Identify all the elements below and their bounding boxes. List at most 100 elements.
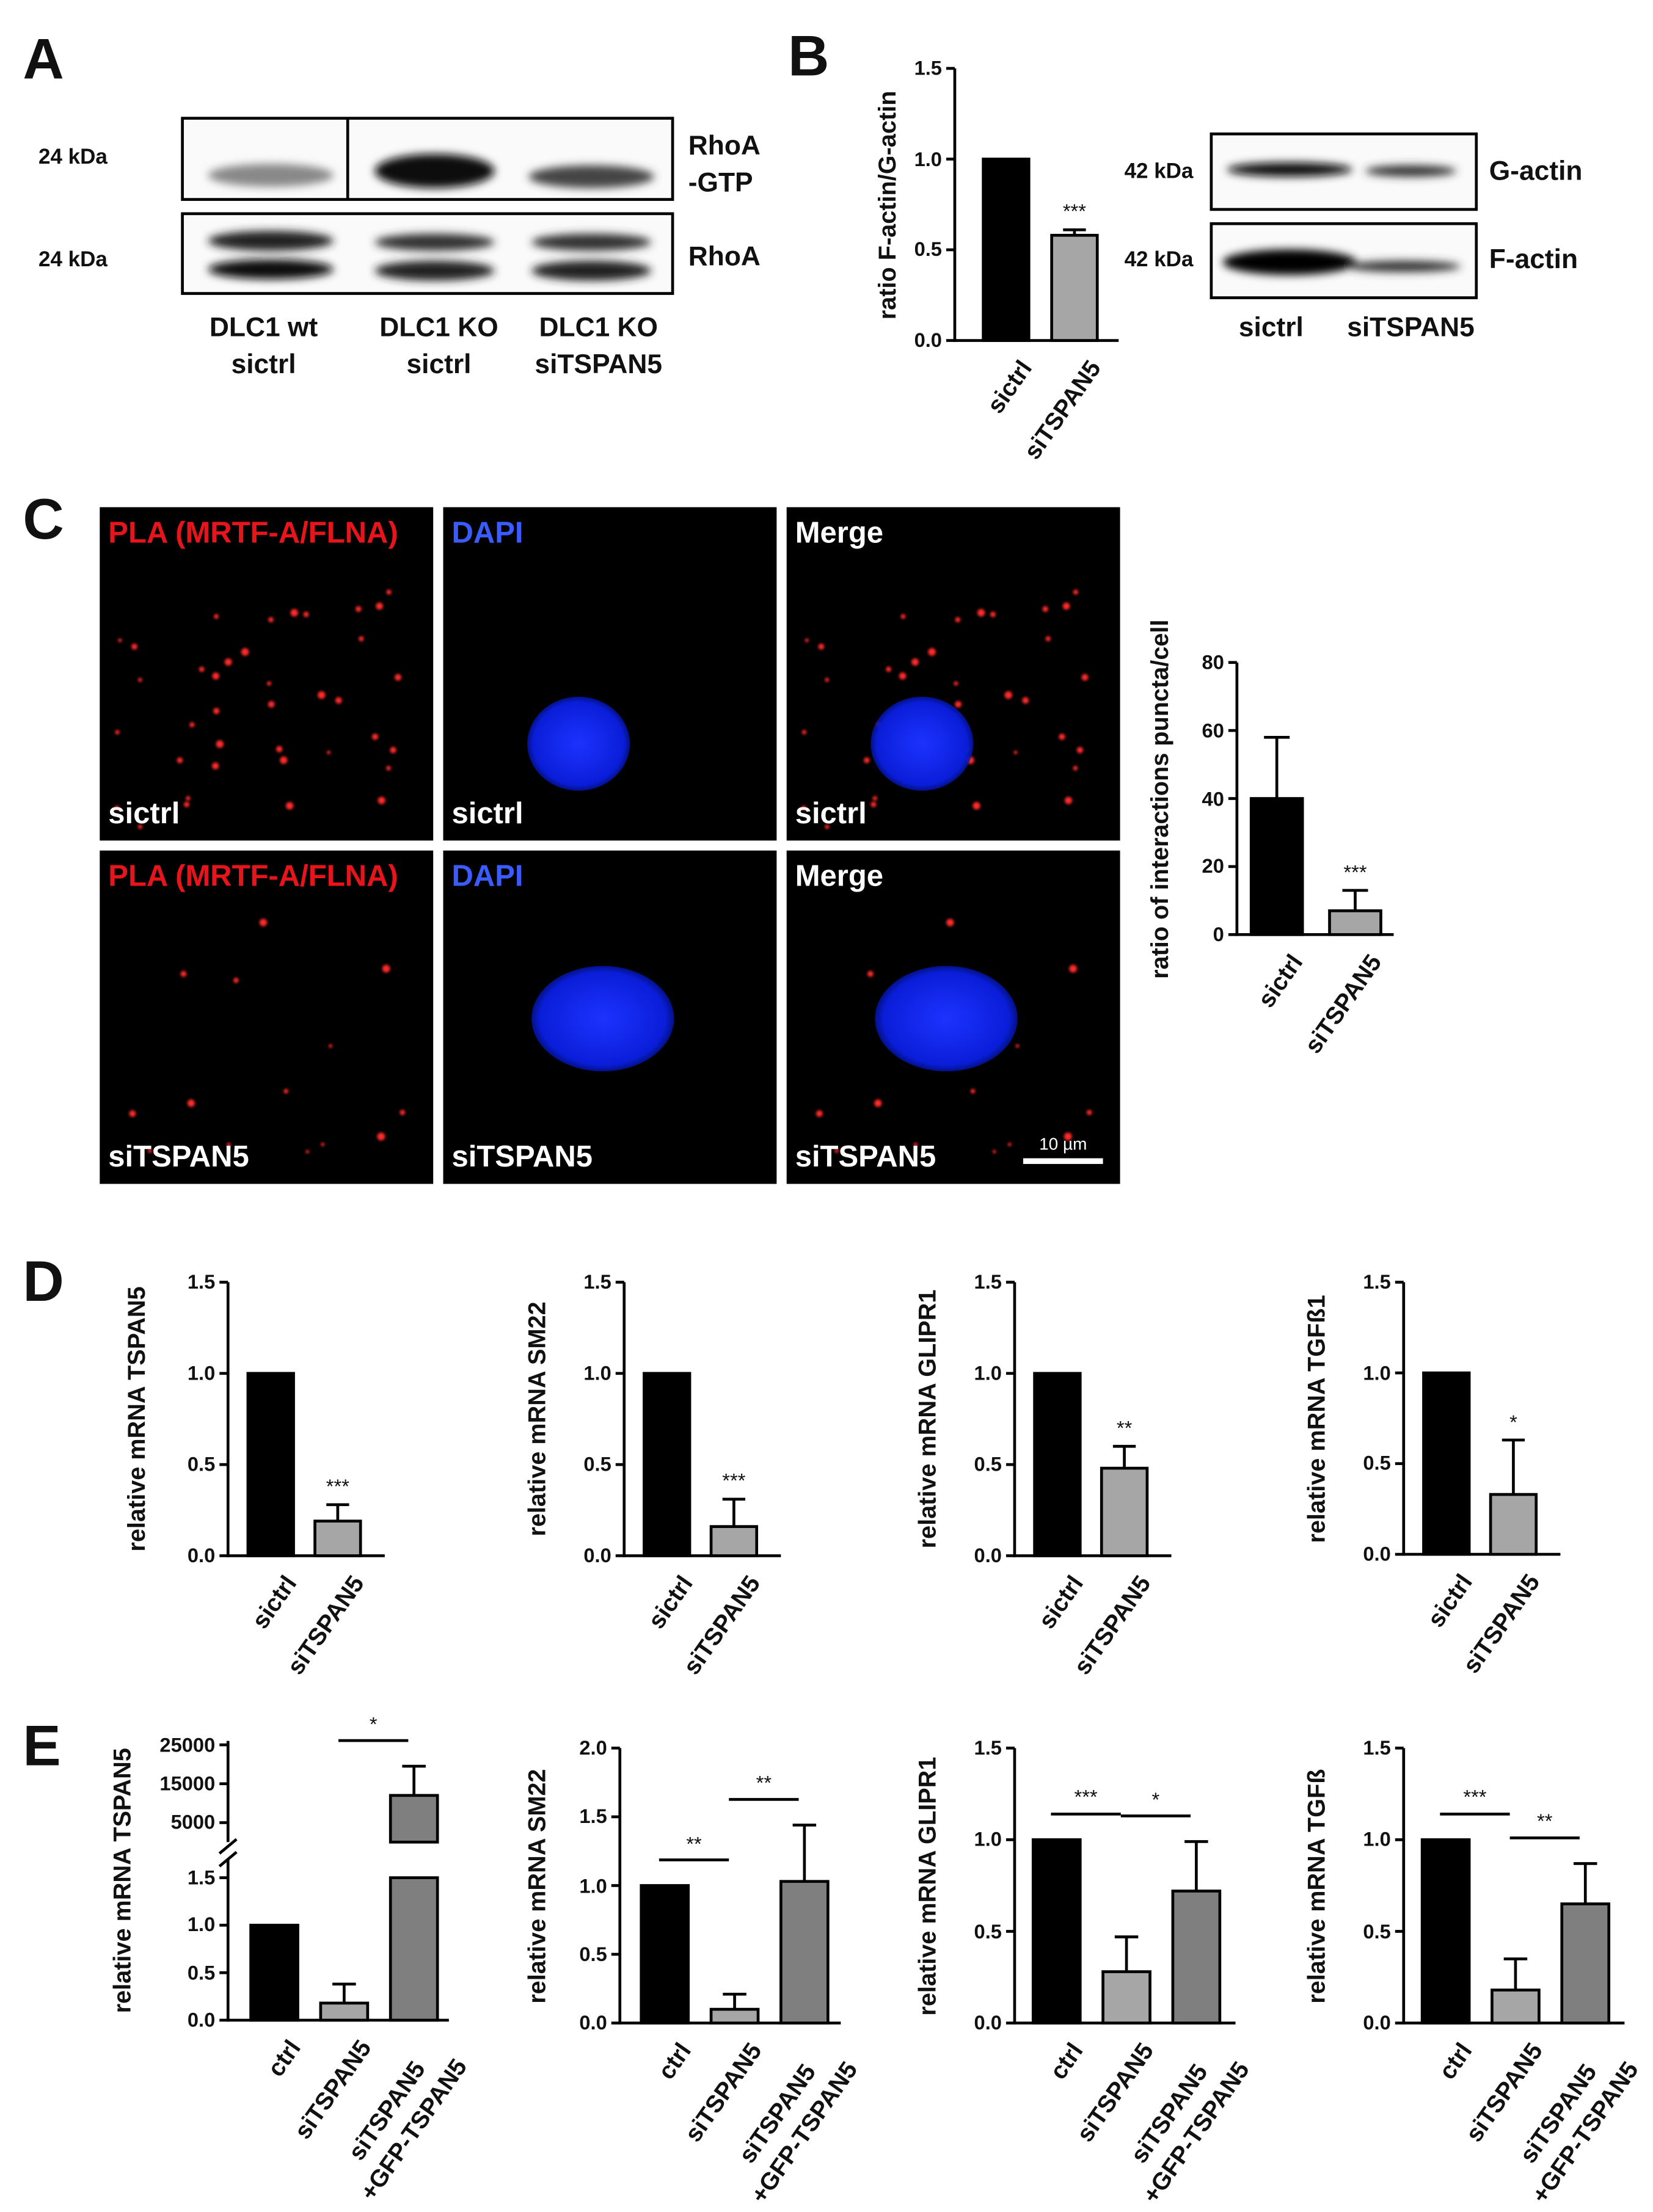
y-tick-label: 0.0 bbox=[187, 1543, 216, 1567]
bar bbox=[709, 2007, 760, 2025]
bar bbox=[319, 2001, 370, 2022]
y-tick-label: 1.0 bbox=[583, 1361, 611, 1384]
pla-dot bbox=[199, 666, 205, 672]
y-tick-label: 0.0 bbox=[974, 2010, 1002, 2034]
pla-dot bbox=[970, 1088, 976, 1094]
micrograph bbox=[100, 850, 434, 1184]
condition-label: siTSPAN5 bbox=[795, 1141, 936, 1174]
micrograph bbox=[100, 507, 434, 841]
y-tick-label: 0.5 bbox=[187, 1960, 216, 1984]
band-label: G-actin bbox=[1489, 157, 1583, 187]
bar bbox=[1328, 909, 1382, 936]
pla-dot bbox=[329, 1044, 333, 1048]
pla-dot bbox=[356, 606, 362, 612]
pla-dot bbox=[972, 802, 980, 810]
bar bbox=[1101, 1970, 1151, 2025]
bar-chart bbox=[1395, 1281, 1561, 1556]
y-tick-label: 25000 bbox=[159, 1733, 216, 1756]
bar bbox=[1491, 1988, 1541, 2025]
significance: *** bbox=[1463, 1786, 1487, 1809]
pla-dot bbox=[955, 700, 962, 708]
lane-label: siTSPAN5 bbox=[1347, 313, 1475, 344]
pla-dot bbox=[1064, 796, 1073, 804]
y-tick-label: 15000 bbox=[159, 1772, 216, 1795]
pla-dot bbox=[1062, 602, 1070, 610]
y-tick-label: 0.0 bbox=[914, 328, 942, 352]
pla-dot bbox=[1086, 1110, 1092, 1115]
y-tick-label: 1.5 bbox=[974, 1270, 1002, 1293]
pla-dot bbox=[377, 1132, 385, 1141]
pla-dot bbox=[872, 796, 877, 801]
pla-dot bbox=[212, 672, 220, 680]
lane-label: DLC1 wt sictrl bbox=[209, 313, 318, 380]
pla-dot bbox=[137, 677, 142, 682]
bar-chart bbox=[219, 1281, 385, 1557]
pla-dot bbox=[954, 681, 958, 686]
pla-dot bbox=[177, 757, 183, 763]
pla-dot bbox=[818, 643, 825, 650]
significance: ** bbox=[1537, 1810, 1553, 1833]
pla-dot bbox=[867, 970, 874, 977]
bar-chart bbox=[1005, 1281, 1172, 1557]
pla-dot bbox=[290, 609, 298, 617]
condition-label: sictrl bbox=[451, 797, 524, 831]
y-axis-label: ratio F-actin/G-actin bbox=[874, 90, 902, 319]
pla-dot bbox=[186, 796, 191, 801]
pla-dot bbox=[1059, 733, 1065, 740]
pla-dot bbox=[955, 617, 961, 623]
significance: * bbox=[1151, 1788, 1160, 1811]
y-tick-label: 1.5 bbox=[974, 1736, 1002, 1759]
pla-dot bbox=[114, 806, 120, 810]
significance: * bbox=[369, 1712, 378, 1736]
pla-dot bbox=[214, 614, 219, 619]
pla-dot bbox=[870, 801, 877, 807]
y-axis-label: relative mRNA TGFß bbox=[1303, 1768, 1330, 2003]
pla-dot bbox=[864, 757, 870, 763]
y-tick-label: 80 bbox=[1202, 650, 1224, 674]
y-tick-label: 1.5 bbox=[579, 1805, 607, 1828]
y-tick-label: 0.5 bbox=[583, 1452, 611, 1475]
micrograph bbox=[443, 507, 777, 841]
bar bbox=[1100, 1466, 1149, 1557]
panel-label: C bbox=[23, 489, 64, 551]
band-label: F-actin bbox=[1489, 245, 1578, 275]
bar bbox=[246, 1372, 295, 1557]
y-tick-label: 0.5 bbox=[974, 1452, 1002, 1475]
significance: * bbox=[1509, 1410, 1517, 1433]
pla-dot bbox=[233, 977, 239, 983]
blot-a bbox=[181, 117, 674, 295]
pla-dot bbox=[268, 700, 275, 708]
pla-dot bbox=[285, 802, 294, 810]
pla-dot bbox=[259, 919, 268, 926]
y-tick-label: 1.0 bbox=[1363, 1827, 1391, 1851]
pla-dot bbox=[1081, 674, 1089, 681]
bar bbox=[640, 1884, 690, 2025]
pla-dot bbox=[400, 1110, 406, 1115]
marker-label: 42 kDa bbox=[1124, 159, 1194, 184]
micrographs bbox=[100, 507, 1120, 1184]
bar bbox=[643, 1372, 691, 1557]
pla-dot bbox=[118, 638, 122, 642]
lane-label: sictrl bbox=[1238, 313, 1304, 344]
pla-dot bbox=[227, 1143, 231, 1147]
pla-dot bbox=[283, 1088, 289, 1094]
y-tick-label: 1.0 bbox=[974, 1827, 1002, 1851]
y-tick-label: 1.5 bbox=[1363, 1270, 1391, 1293]
pla-dot bbox=[1015, 1044, 1020, 1048]
axis-break bbox=[218, 1850, 238, 1868]
pla-dot bbox=[913, 1143, 918, 1147]
y-tick-label: 1.5 bbox=[1363, 1736, 1391, 1759]
pla-dot bbox=[303, 611, 309, 617]
pla-dot bbox=[1069, 964, 1078, 973]
nucleus bbox=[527, 696, 630, 791]
y-tick-label: 0.5 bbox=[914, 238, 942, 261]
pla-dot bbox=[1013, 751, 1018, 755]
y-tick-label: 40 bbox=[1202, 786, 1224, 810]
band-label: RhoA -GTP bbox=[688, 131, 761, 198]
pla-dot bbox=[184, 801, 190, 807]
nucleus bbox=[875, 966, 1018, 1072]
condition-label: siTSPAN5 bbox=[108, 1141, 249, 1174]
pla-dot bbox=[1045, 636, 1051, 642]
pla-dot bbox=[359, 636, 364, 642]
